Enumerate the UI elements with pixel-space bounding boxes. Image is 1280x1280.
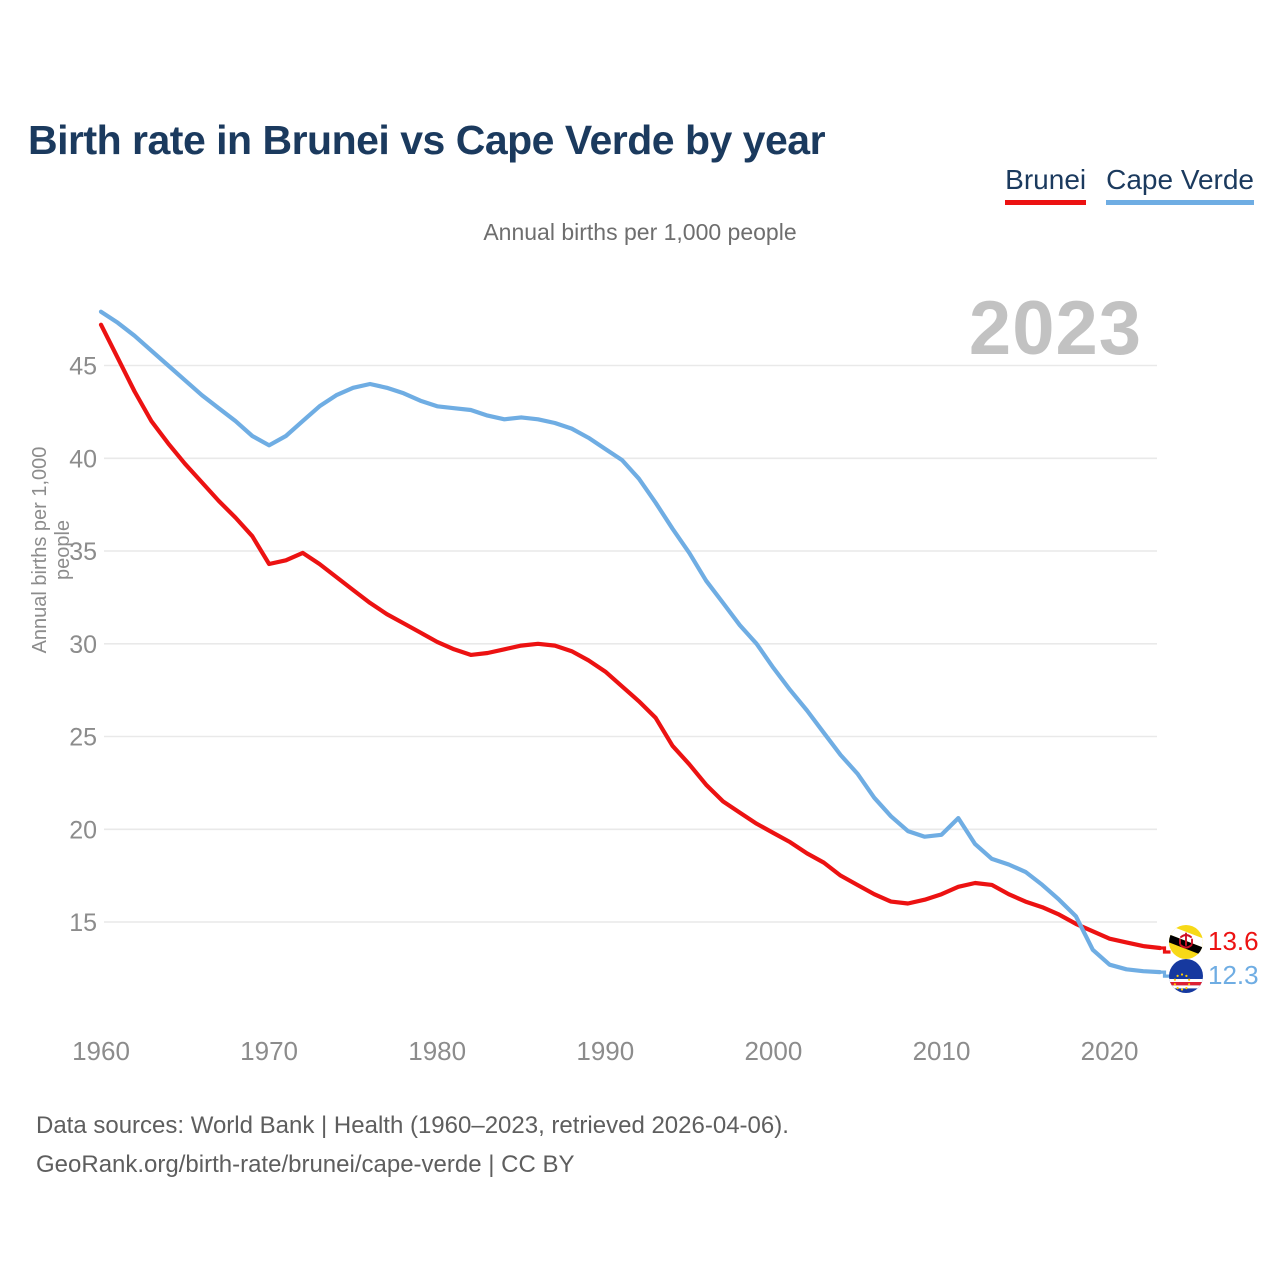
- brunei-end-value: 13.6: [1208, 926, 1259, 956]
- legend-item-brunei[interactable]: Brunei: [1005, 164, 1087, 205]
- legend: Brunei Cape Verde: [1005, 164, 1254, 205]
- x-tick-label: 1970: [240, 1036, 298, 1066]
- year-watermark: 2023: [968, 286, 1142, 371]
- y-tick-label: 15: [69, 909, 97, 937]
- y-tick-label: 40: [69, 445, 97, 473]
- y-tick-label: 35: [69, 538, 97, 566]
- x-tick-label: 1960: [72, 1036, 130, 1066]
- x-tick-label: 1980: [408, 1036, 466, 1066]
- cape-verde-end-value: 12.3: [1208, 960, 1259, 990]
- leader-line-cape-verde: [1160, 970, 1171, 978]
- y-tick-label: 30: [69, 631, 97, 659]
- y-tick-label: 45: [69, 353, 97, 381]
- x-tick-label: 2000: [744, 1036, 802, 1066]
- y-tick-label: 20: [69, 816, 97, 844]
- footer: Data sources: World Bank | Health (1960–…: [36, 1106, 789, 1184]
- leader-line-brunei: [1160, 946, 1171, 954]
- x-tick-label: 1990: [576, 1036, 634, 1066]
- cape-verde-flag-icon: [1169, 959, 1203, 993]
- brunei-flag-icon: [1169, 925, 1203, 959]
- chart-canvas: 15 20 25 30 35 40 45 1960 1970 1980 1990 2000 2010 20…: [69, 309, 1171, 1066]
- series-line-brunei: [98, 322, 1163, 951]
- y-tick-label: 25: [69, 724, 97, 752]
- footer-sources: Data sources: World Bank | Health (1960–…: [36, 1112, 789, 1139]
- chart-subtitle: Annual births per 1,000 people: [483, 219, 797, 245]
- legend-item-cape-verde[interactable]: Cape Verde: [1106, 164, 1254, 205]
- series-line-cape-verde: [98, 309, 1163, 975]
- x-tick-label: 2020: [1081, 1036, 1139, 1066]
- x-tick-label: 2010: [913, 1036, 971, 1066]
- footer-link[interactable]: GeoRank.org/birth-rate/brunei/cape-verde…: [36, 1151, 575, 1178]
- page-title: Birth rate in Brunei vs Cape Verde by ye…: [28, 117, 826, 164]
